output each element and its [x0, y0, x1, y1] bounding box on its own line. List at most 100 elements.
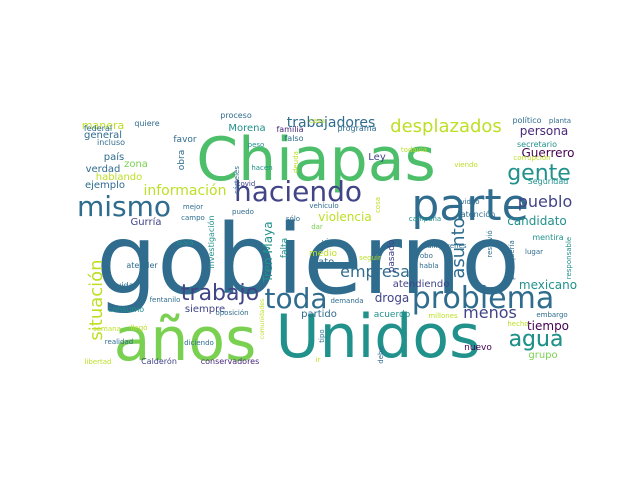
- word-diciendo: diciendo: [184, 339, 214, 347]
- word-manera: manera: [82, 119, 124, 132]
- word-millones: millones: [428, 312, 458, 320]
- word-mejor: mejor: [183, 203, 203, 211]
- word-fentanilo: fentanilo: [150, 296, 181, 304]
- word-familia: familia: [276, 125, 303, 134]
- word-debe: debe: [377, 346, 385, 364]
- word-persona: persona: [520, 124, 569, 138]
- word-programa: programa: [337, 124, 376, 133]
- word-obra: obra: [177, 150, 187, 170]
- word-lugar: lugar: [525, 248, 543, 256]
- word-responsable: responsable: [565, 237, 573, 279]
- word-vehiculo: vehículo: [309, 202, 338, 210]
- word-menos: menos: [463, 303, 517, 322]
- word-tipo: tipo: [318, 329, 326, 342]
- word-habla: habla: [419, 262, 438, 270]
- word-situacion: situación: [86, 259, 107, 340]
- word-mentira: mentira: [532, 233, 563, 242]
- word-zona: zona: [124, 159, 148, 170]
- word-quiere: quiere: [134, 119, 159, 128]
- word-consumo: consumo: [108, 305, 144, 314]
- word-candidato: candidato: [507, 214, 567, 228]
- word-gente: gente: [507, 161, 571, 186]
- word-semana: semana: [93, 325, 121, 333]
- word-peso: peso: [248, 141, 265, 149]
- word-falso: falso: [284, 134, 303, 143]
- word-jovenes: jóvenes: [438, 242, 466, 250]
- word-politico: político: [512, 116, 541, 125]
- word-libertad: libertad: [85, 358, 112, 366]
- word-atencion: atención: [461, 209, 496, 219]
- word-haciendo: haciendo: [234, 175, 362, 208]
- word-droga: droga: [375, 291, 410, 305]
- word-general: general: [84, 130, 122, 141]
- word-partido: partido: [301, 309, 337, 320]
- word-realidad: realidad: [105, 338, 133, 346]
- word-hablando: hablando: [96, 172, 143, 183]
- word-viendo: viendo: [454, 161, 478, 169]
- word-covid: covid: [237, 180, 256, 188]
- word-proceso: proceso: [220, 111, 252, 120]
- word-anos: años: [114, 305, 257, 375]
- word-agua: agua: [509, 327, 564, 352]
- word-ley: Ley: [368, 152, 386, 163]
- word-todavia: todavía: [401, 146, 427, 154]
- word-resolvio: resolvió: [486, 230, 494, 257]
- word-ejemplo: ejemplo: [85, 180, 125, 191]
- word-acuerdo: acuerdo: [374, 310, 411, 320]
- word-hecho: hecho: [507, 320, 528, 328]
- word-mexicano: mexicano: [519, 278, 577, 292]
- word-tiempo: tiempo: [527, 319, 569, 333]
- word-desplazados: desplazados: [390, 116, 502, 137]
- word-llego: llegó: [131, 324, 148, 332]
- word-via: vía: [322, 238, 332, 246]
- word-toda: toda: [264, 282, 327, 315]
- word-secretario: secretario: [517, 140, 557, 149]
- word-grupo: grupo: [528, 350, 557, 361]
- word-politiqueria: politiquería: [508, 240, 516, 280]
- word-solo: sólo: [286, 215, 300, 223]
- word-gurria: Gurría: [130, 216, 161, 228]
- word-ir: ir: [316, 356, 321, 364]
- word-unidos: Unidos: [276, 302, 481, 372]
- word-dato: dato: [312, 257, 335, 268]
- word-demanda: demanda: [330, 297, 363, 305]
- word-agua: agua: [509, 327, 564, 352]
- word-violencia: violencia: [318, 210, 371, 224]
- word-planta: planta: [549, 117, 571, 125]
- word-salir: salir: [424, 242, 439, 250]
- word-oposicion: oposición: [215, 309, 248, 317]
- word-embargo: embargo: [536, 311, 567, 319]
- word-campana: campaña: [409, 215, 441, 223]
- word-siempre: siempre: [185, 304, 225, 315]
- word-vida: vida: [117, 281, 134, 290]
- word-atendiendo: atendiendo: [393, 279, 450, 290]
- word-cosa: cosa: [374, 197, 382, 213]
- word-calderon: Calderón: [141, 356, 177, 366]
- word-pais: país: [104, 151, 124, 163]
- word-tren-maya: Tren Maya: [261, 221, 275, 283]
- word-trabajadores: trabajadores: [287, 115, 376, 131]
- word-investigacion: investigación: [206, 215, 216, 268]
- word-verdad: verdad: [86, 164, 121, 175]
- word-dar: dar: [311, 223, 323, 231]
- word-federal: federal: [84, 124, 112, 133]
- word-mismo: mismo: [77, 190, 171, 223]
- word-empresa: empresa: [340, 262, 410, 281]
- word-guerrero: Guerrero: [521, 146, 574, 160]
- word-campo: campo: [181, 214, 205, 222]
- word-parte: parte: [411, 180, 528, 231]
- word-seguir: seguir: [359, 254, 381, 262]
- word-falta: falta: [280, 238, 290, 258]
- word-pasado: pasado: [387, 239, 397, 272]
- word-informacion: información: [143, 183, 226, 199]
- word-casa: casa: [309, 117, 325, 125]
- word-trabajo: trabajo: [181, 281, 259, 306]
- word-seguridad: Seguridad: [528, 177, 569, 186]
- word-video: video: [460, 198, 479, 206]
- word-morena: Morena: [228, 123, 265, 134]
- word-medio: medio: [309, 249, 338, 259]
- word-gobierno: gobierno: [96, 204, 520, 316]
- word-puedo: puedo: [232, 208, 254, 216]
- word-corrupcion: corrupción: [513, 154, 550, 162]
